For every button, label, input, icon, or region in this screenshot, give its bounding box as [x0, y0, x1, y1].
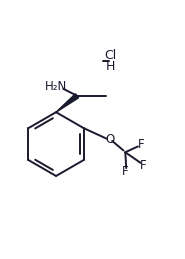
Text: O: O [105, 133, 115, 146]
Text: F: F [137, 139, 144, 152]
Text: Cl: Cl [105, 49, 117, 62]
Text: F: F [140, 159, 147, 171]
Text: H₂N: H₂N [45, 80, 67, 93]
Text: H: H [106, 60, 115, 73]
Polygon shape [56, 94, 79, 112]
Text: F: F [122, 165, 129, 178]
